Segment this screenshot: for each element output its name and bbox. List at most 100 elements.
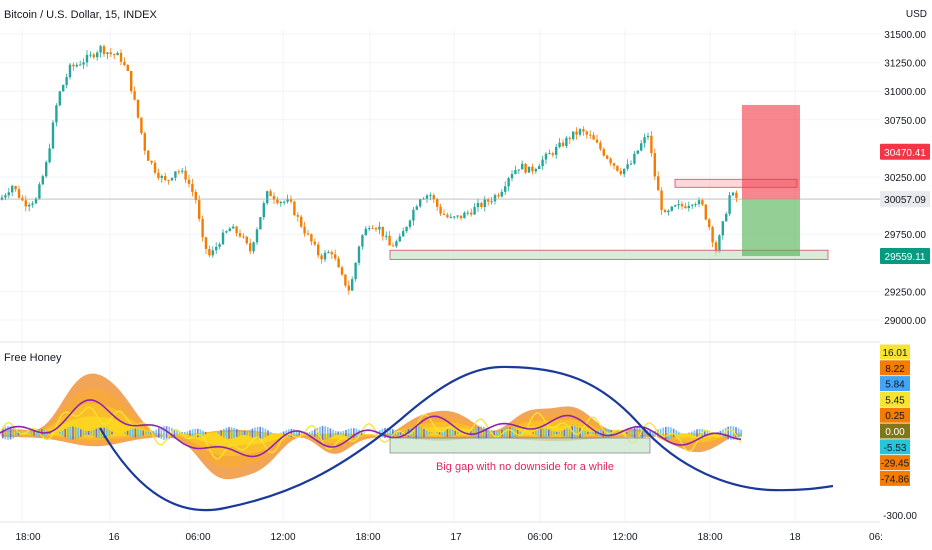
osc-badge <box>880 344 910 360</box>
histogram-bar <box>314 429 316 437</box>
candle-body <box>623 168 626 175</box>
histogram-bar <box>553 431 555 435</box>
candle-body <box>660 190 663 210</box>
histogram-bar <box>100 427 103 439</box>
histogram-bar <box>537 429 540 437</box>
time-tick-label: 18:00 <box>697 532 722 543</box>
histogram-bar <box>134 428 137 438</box>
time-tick-label: 16 <box>108 532 120 543</box>
histogram-bar <box>311 430 313 436</box>
histogram-bar <box>223 428 225 438</box>
candle-body <box>289 199 293 202</box>
candle-body <box>470 212 473 215</box>
histogram-bar <box>290 428 293 438</box>
osc-badge <box>880 423 910 439</box>
candle-body <box>238 233 242 237</box>
candle-body <box>286 199 289 202</box>
candle-body <box>116 52 119 56</box>
candle-body <box>167 180 170 182</box>
histogram-bar <box>420 427 423 439</box>
histogram-bar <box>587 431 589 435</box>
price-tick-label: 29750.00 <box>884 230 926 241</box>
histogram-bar <box>59 431 61 435</box>
histogram-bar <box>259 426 261 440</box>
candle-body <box>725 213 728 222</box>
histogram-bar <box>550 430 553 436</box>
histogram-bar <box>80 429 82 437</box>
candle-body <box>578 129 582 135</box>
candle-body <box>572 131 575 140</box>
histogram-bar <box>347 428 350 438</box>
histogram-bar <box>48 432 51 434</box>
price-badge <box>880 248 930 265</box>
histogram-bar <box>33 430 35 436</box>
candle-body <box>306 233 310 235</box>
candle-body <box>164 176 167 181</box>
histogram-bar <box>69 426 72 440</box>
histogram-bar <box>178 431 181 435</box>
candle-body <box>626 164 629 169</box>
histogram-bar <box>262 427 264 439</box>
osc-badge <box>880 391 910 407</box>
candle-body <box>432 195 435 200</box>
candle-body <box>633 153 636 164</box>
histogram-bar <box>704 429 706 437</box>
candle-body <box>204 237 208 249</box>
histogram-bar <box>345 429 347 437</box>
signal-line-yellow <box>0 406 742 460</box>
candle-body <box>490 201 493 203</box>
candle-body <box>606 155 609 159</box>
candle-body <box>55 105 58 123</box>
histogram-bar <box>540 428 542 438</box>
candle-body <box>612 163 616 166</box>
candle-body <box>296 215 299 217</box>
histogram-bar <box>165 426 168 440</box>
currency-label: USD <box>906 9 927 20</box>
candle-body <box>133 91 136 100</box>
histogram-bar <box>589 432 592 434</box>
candle-body <box>558 142 561 148</box>
histogram-bar <box>85 430 87 436</box>
candle-body <box>153 162 157 173</box>
histogram-bar <box>256 426 259 440</box>
histogram-bar <box>563 429 566 437</box>
histogram-bar <box>706 430 709 436</box>
histogram-bar <box>137 428 139 438</box>
candle-body <box>123 61 126 66</box>
histogram-bar <box>662 427 664 439</box>
histogram-bar <box>740 429 742 437</box>
histogram-bar <box>602 428 605 438</box>
candle-body <box>130 70 133 92</box>
signal-line-purple <box>0 399 742 458</box>
candle-body <box>262 203 265 218</box>
osc-badge-label: 0.25 <box>885 411 905 422</box>
candle-body <box>697 200 701 205</box>
histogram-bar <box>496 431 498 435</box>
candle-body <box>704 204 707 220</box>
histogram-bar <box>628 430 631 436</box>
histogram-bar <box>693 430 696 436</box>
histogram-bar <box>280 432 282 434</box>
candle-body <box>701 200 704 205</box>
histogram-bar <box>363 432 365 434</box>
histogram-bar <box>301 431 303 435</box>
candle-body <box>510 174 514 179</box>
candle-body <box>235 226 238 234</box>
blue-curve <box>99 365 834 512</box>
candle-body <box>300 216 303 227</box>
histogram-bar <box>542 428 545 438</box>
candle-body <box>181 170 184 172</box>
histogram-bar <box>724 427 727 439</box>
candle-body <box>497 195 500 197</box>
histogram-bar <box>225 427 228 439</box>
histogram-bar <box>566 428 568 438</box>
osc-badge-label: -29.45 <box>881 459 910 470</box>
candle-body <box>504 186 507 192</box>
candle-body <box>493 195 497 202</box>
histogram-bar <box>555 431 558 435</box>
histogram-bar <box>202 430 204 436</box>
candle-body <box>425 195 429 199</box>
candle-body <box>259 217 262 230</box>
candle-body <box>0 197 4 200</box>
candle-body <box>653 153 656 177</box>
